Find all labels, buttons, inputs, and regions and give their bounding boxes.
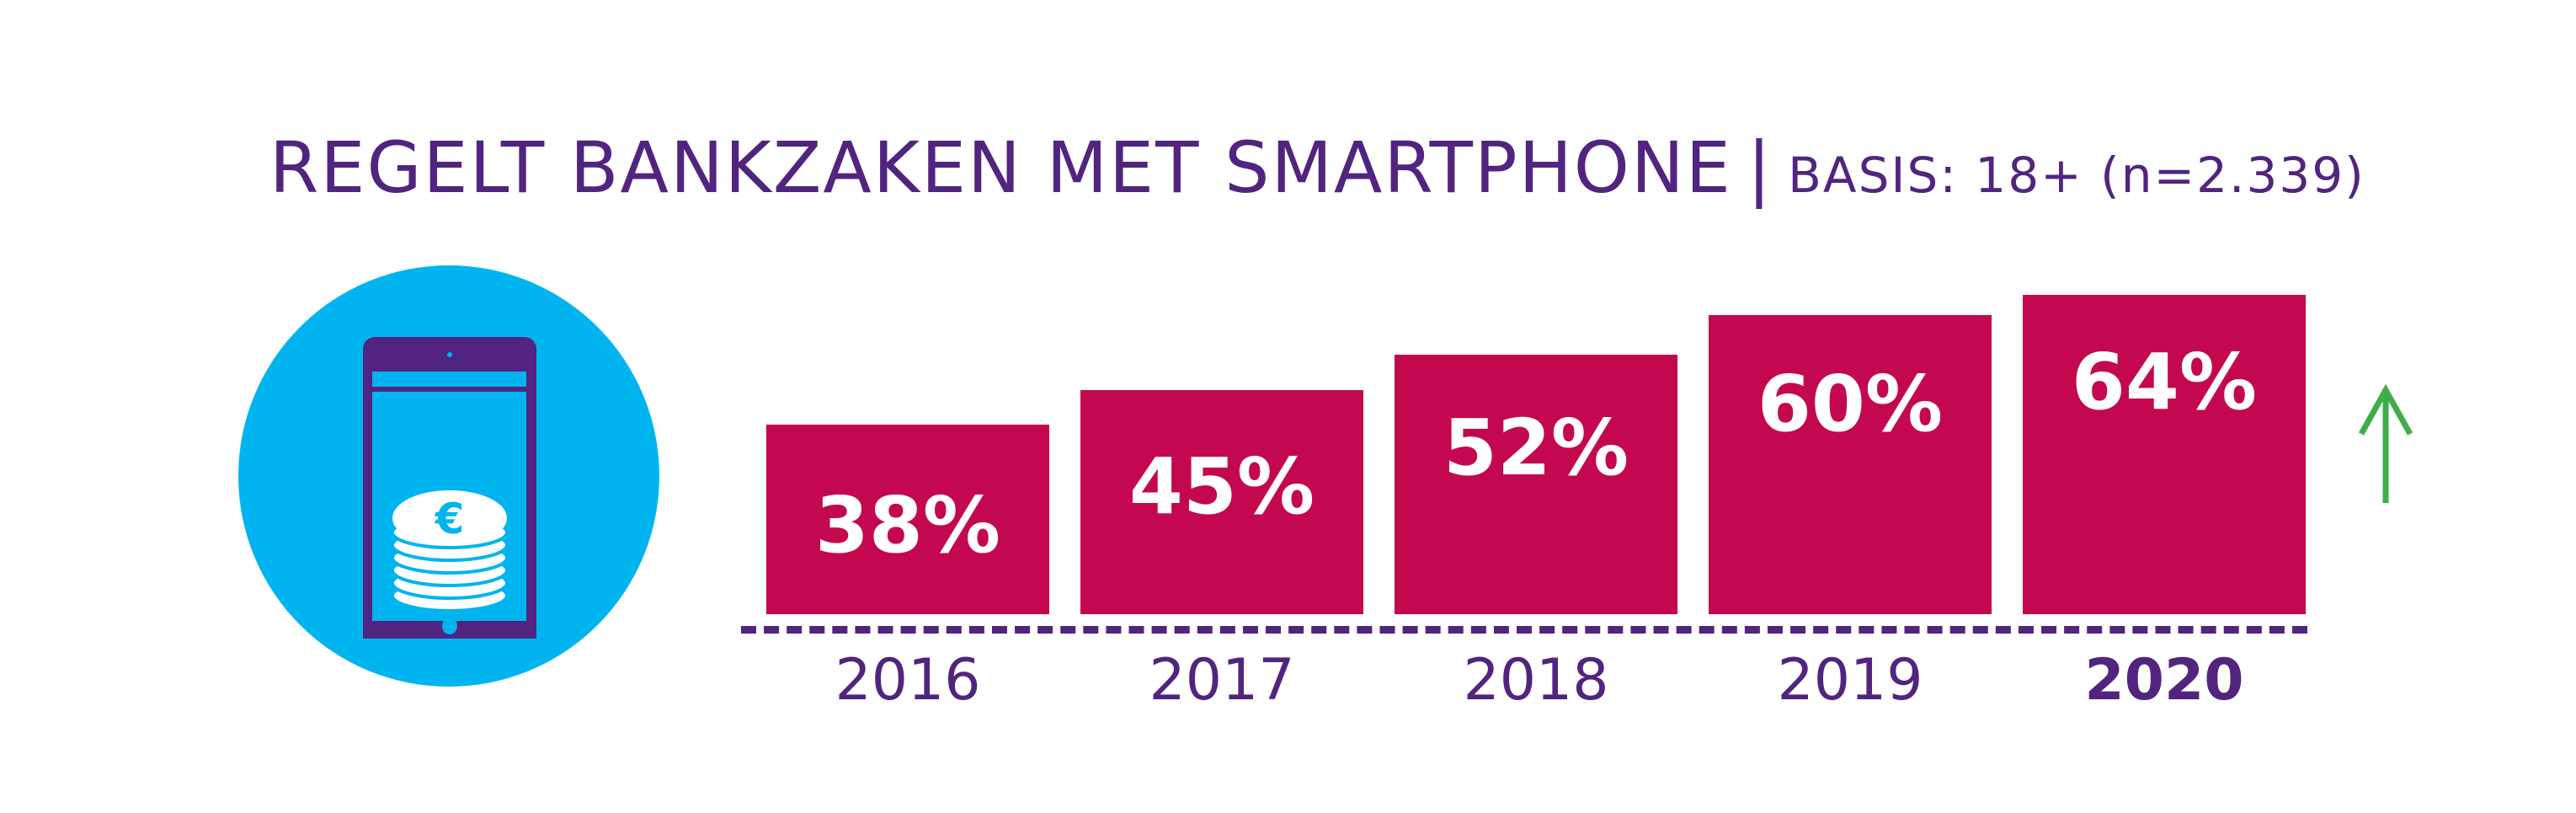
chart-title: REGELT BANKZAKEN MET SMARTPHONE | BASIS: 1… — [269, 126, 2365, 209]
data-label: 52% — [1443, 403, 1629, 494]
data-label: 60% — [1757, 359, 1944, 450]
title-separator: | — [1747, 126, 1773, 209]
bar-2019 — [1709, 314, 1992, 614]
bar-2017 — [1080, 389, 1363, 614]
data-label: 38% — [814, 479, 1001, 570]
x-tick-label: 2016 — [835, 647, 981, 714]
bar-2020 — [2023, 295, 2306, 614]
x-axis-dashed-line — [741, 626, 2307, 634]
x-tick-label: 2020 — [2084, 647, 2244, 714]
bar-2018 — [1395, 355, 1677, 614]
smartphone-euro-coins-icon: € — [238, 265, 659, 687]
title-subtitle: BASIS: 18+ (n=2.339) — [1788, 147, 2365, 204]
data-label: 64% — [2071, 337, 2258, 428]
svg-text:€: € — [435, 495, 465, 543]
x-tick-label: 2017 — [1149, 647, 1295, 714]
arrow-up-icon — [2358, 383, 2413, 503]
x-tick-label: 2019 — [1777, 647, 1923, 714]
data-label: 45% — [1128, 441, 1315, 532]
x-tick-label: 2018 — [1463, 647, 1609, 714]
title-main: REGELT BANKZAKEN MET SMARTPHONE — [269, 126, 1732, 209]
bar-2016 — [766, 425, 1049, 614]
